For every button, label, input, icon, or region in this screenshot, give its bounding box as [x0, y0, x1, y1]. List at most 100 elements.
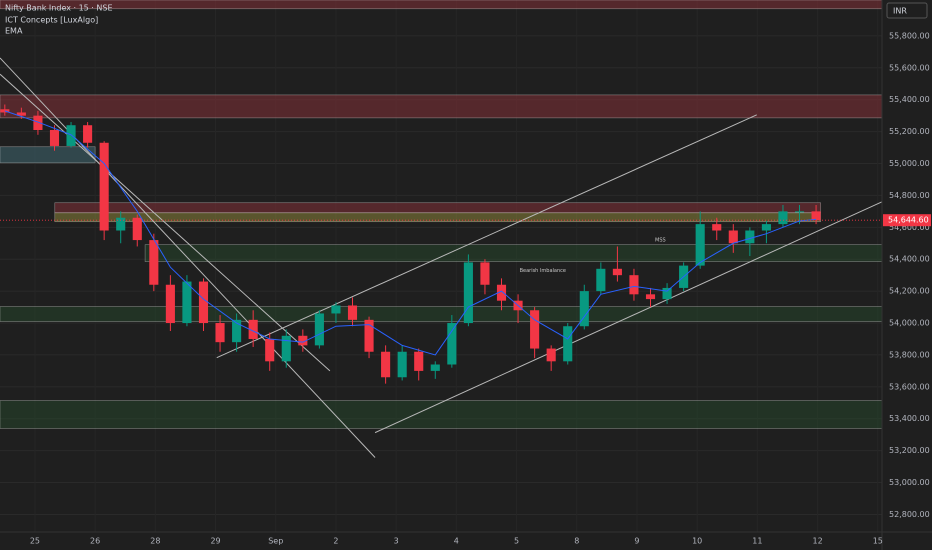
zone — [54, 202, 821, 214]
zone — [0, 306, 883, 322]
candle-body — [612, 268, 622, 276]
candle-body — [182, 281, 192, 324]
y-tick-label: 54,200.00 — [889, 287, 930, 296]
candle-body — [198, 281, 209, 324]
zone — [0, 94, 883, 119]
x-tick-label: 3 — [394, 537, 399, 546]
candle-body — [116, 217, 126, 231]
candle-body — [596, 268, 606, 292]
candle-body — [662, 287, 672, 300]
candle-body — [49, 130, 60, 146]
ema-line — [4, 110, 817, 356]
candle-body — [16, 112, 26, 116]
zone — [0, 146, 96, 164]
y-tick-label: 54,800.00 — [889, 191, 930, 200]
candle-body — [811, 211, 821, 221]
candle-body — [364, 319, 374, 352]
y-tick-label: 55,000.00 — [889, 159, 930, 168]
candle-body — [33, 115, 43, 131]
candle-body — [281, 335, 291, 362]
indicator-name: EMA — [5, 27, 23, 36]
x-tick-label: 11 — [752, 537, 762, 546]
candle-body — [695, 224, 705, 266]
x-tick-label: 15 — [873, 537, 883, 546]
y-tick-label: 55,600.00 — [889, 63, 930, 72]
candle-body — [99, 142, 109, 231]
x-tick-label: 2 — [333, 537, 338, 546]
candle-body — [265, 338, 275, 362]
candle-body — [381, 351, 391, 378]
candle-body — [83, 125, 93, 143]
currency-box[interactable] — [886, 2, 928, 19]
last-price-tag — [883, 214, 931, 227]
candle-body — [149, 240, 159, 285]
candle-body — [397, 351, 407, 378]
y-tick-label: 54,400.00 — [889, 255, 930, 264]
candle-body — [546, 348, 556, 362]
candle-body — [215, 323, 225, 343]
candle-body — [480, 262, 490, 285]
candle-body — [496, 284, 507, 301]
x-tick-label: 29 — [210, 537, 220, 546]
last-price-label: 54,644.60 — [888, 216, 929, 225]
candle-body — [728, 230, 738, 244]
x-tick-label: 8 — [574, 537, 579, 546]
candle-body — [298, 335, 308, 346]
y-tick-label: 54,000.00 — [889, 319, 930, 328]
trend-line — [216, 114, 757, 359]
y-tick-label: 53,000.00 — [889, 478, 930, 487]
candle-body — [645, 294, 656, 300]
y-tick-label: 55,800.00 — [889, 31, 930, 40]
candle-body — [248, 319, 258, 339]
currency: INR — [893, 7, 907, 16]
trend-line — [0, 73, 331, 372]
x-tick-label: 4 — [454, 537, 459, 546]
candle-body — [712, 224, 722, 231]
candle-body — [314, 313, 324, 346]
annotation: MSS — [655, 238, 666, 244]
candle-body — [165, 284, 175, 324]
indicator-name: ICT Concepts [LuxAlgo] — [5, 16, 98, 25]
zone — [0, 0, 883, 10]
candle-body — [463, 262, 473, 324]
x-tick-label: Sep — [268, 537, 283, 546]
candle-body — [778, 211, 788, 225]
trend-line — [0, 57, 376, 458]
axes: 52,800.00 53,000.00 53,200.00 53,400.00 53,6… — [30, 31, 931, 546]
candle-body — [530, 310, 540, 349]
plot-area: MSS Bearish Imbalance — [0, 0, 883, 515]
zone — [0, 400, 883, 429]
x-tick-label: 26 — [90, 537, 100, 546]
candle-body — [232, 319, 242, 343]
x-tick-label: 25 — [30, 537, 40, 546]
price-axis — [882, 0, 932, 550]
zone — [144, 244, 883, 262]
candle-body — [579, 291, 589, 327]
candle-body — [745, 230, 755, 244]
candle-body — [629, 275, 639, 295]
y-tick-label: 53,400.00 — [889, 414, 930, 423]
y-tick-label: 55,400.00 — [889, 95, 930, 104]
candle-body — [0, 109, 10, 113]
y-tick-label: 53,800.00 — [889, 350, 930, 359]
x-tick-label: 5 — [514, 537, 519, 546]
x-tick-label: 9 — [634, 537, 639, 546]
chart-title: Nifty Bank Index · 15 · NSE — [5, 4, 113, 13]
y-tick-label: 54,600.00 — [889, 223, 930, 232]
x-tick-label: 28 — [150, 537, 160, 546]
candle-body — [794, 211, 805, 213]
y-tick-label: 53,200.00 — [889, 446, 930, 455]
x-tick-label: 10 — [692, 537, 702, 546]
candle-body — [347, 305, 358, 320]
candle-body — [132, 217, 142, 241]
candle-body — [761, 224, 771, 231]
candle-body — [331, 305, 341, 314]
x-tick-label: 12 — [812, 537, 822, 546]
y-tick-label: 53,600.00 — [889, 382, 930, 391]
candle-body — [430, 364, 440, 371]
candle-body — [563, 326, 573, 362]
trend-line — [374, 201, 883, 434]
annotation: Bearish Imbalance — [520, 268, 566, 274]
